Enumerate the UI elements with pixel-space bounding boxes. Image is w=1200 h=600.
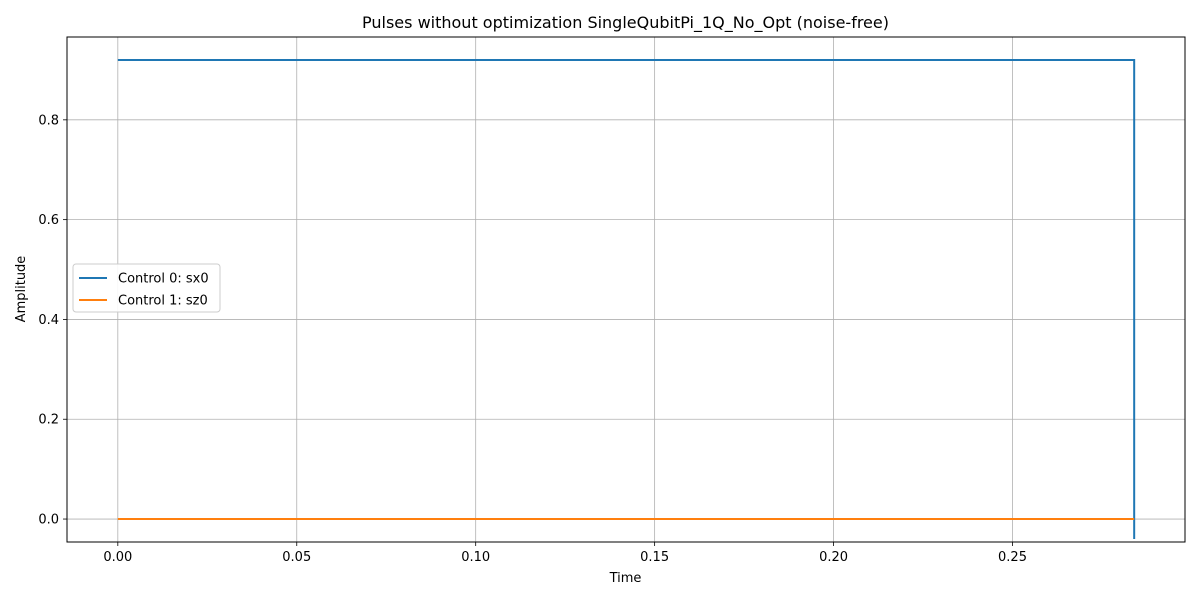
x-axis-ticks: 0.00 0.05 0.10 0.15 0.20 0.25	[103, 542, 1027, 565]
legend-box	[72, 263, 221, 313]
x-tick-label: 0.00	[103, 550, 132, 565]
legend-entry-0: Control 0: sx0	[118, 272, 209, 287]
chart-title: Pulses without optimization SingleQubitP…	[362, 13, 889, 33]
series-line-0	[117, 58, 1136, 540]
x-axis-label: Time	[609, 571, 642, 586]
x-tick-label: 0.25	[998, 550, 1027, 565]
plot-area-frame	[66, 36, 1186, 543]
plot-series	[117, 58, 1136, 540]
x-tick-label: 0.05	[282, 550, 311, 565]
x-tick-label: 0.20	[819, 550, 848, 565]
legend-entry-1: Control 1: sz0	[118, 294, 208, 309]
x-tick-label: 0.10	[461, 550, 490, 565]
y-tick-label: 0.4	[38, 313, 59, 328]
y-tick-label: 0.8	[38, 113, 59, 128]
y-tick-label: 0.6	[38, 213, 59, 228]
x-tick-label: 0.15	[640, 550, 669, 565]
legend: Control 0: sx0 Control 1: sz0	[72, 263, 221, 313]
y-tick-label: 0.0	[38, 513, 59, 528]
y-axis-label: Amplitude	[14, 256, 29, 323]
y-axis-ticks: 0.0 0.2 0.4 0.6 0.8	[38, 113, 67, 528]
y-tick-label: 0.2	[38, 413, 59, 428]
